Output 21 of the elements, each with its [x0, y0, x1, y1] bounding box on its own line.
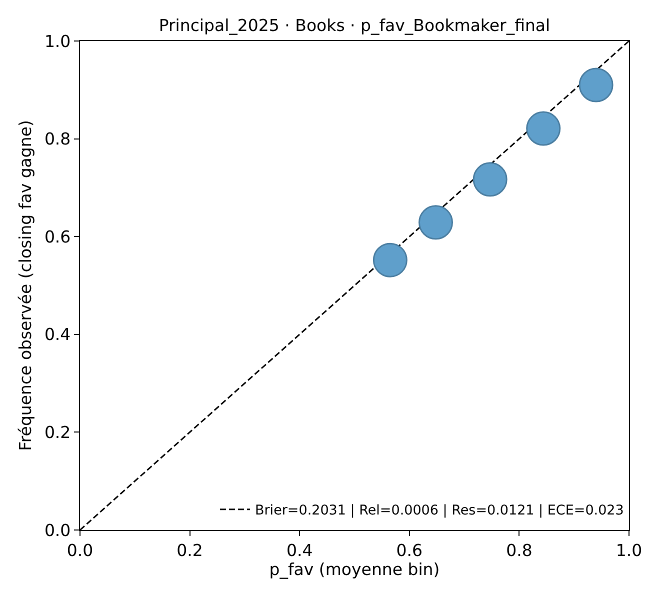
- x-axis-title: p_fav (moyenne bin): [269, 560, 440, 579]
- y-tick-label: 0.0: [44, 520, 71, 540]
- y-axis-title: Fréquence observée (closing fav gagne): [16, 120, 36, 451]
- y-tick-label: 0.6: [44, 227, 71, 246]
- x-tick-label: 1.0: [616, 540, 642, 560]
- chart-title: Principal_2025 · Books · p_fav_Bookmaker_final: [158, 16, 550, 35]
- x-tick-label: 0.6: [396, 540, 423, 560]
- y-tick-label: 0.4: [44, 325, 71, 344]
- x-tick-label: 0.8: [506, 540, 532, 560]
- point: [526, 111, 561, 146]
- point: [578, 68, 614, 102]
- point: [418, 205, 453, 240]
- point: [372, 242, 408, 278]
- x-tick-label: 0.2: [176, 540, 203, 560]
- y-tick-label: 0.8: [44, 130, 71, 149]
- y-tick-label: 1.0: [44, 32, 71, 51]
- x-tick-label: 0.4: [286, 540, 313, 560]
- x-tick-label: 0.0: [66, 540, 94, 560]
- y-tick-label: 0.2: [44, 422, 71, 442]
- point: [472, 162, 508, 197]
- legend-label: Brier=0.2031 | Rel=0.0006 | Res=0.0121 | ECE=0.023: [255, 502, 624, 519]
